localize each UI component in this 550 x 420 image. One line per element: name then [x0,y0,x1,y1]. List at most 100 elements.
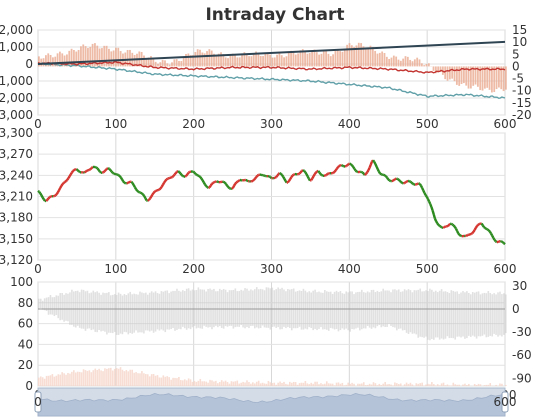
x-tick-label: 600 [494,262,517,276]
band-bar [368,292,371,328]
price-segment [493,239,497,243]
flow-bar [462,66,465,84]
volume-bar [269,382,272,386]
volume-bar [255,381,258,386]
price-segment [350,163,353,167]
volume-bar [156,375,159,386]
band-bar [392,289,394,328]
flow-bar [343,49,346,67]
flow-bar [299,50,302,67]
band-bar [43,298,46,311]
price-segment [144,197,148,201]
band-bar [111,294,114,334]
band-bar [364,292,367,329]
band-bar [53,297,56,317]
price-segment [106,167,109,170]
band-bar [59,293,62,321]
volume-bar [180,380,182,386]
data-zoom-slider[interactable]: 0 600 [34,387,516,417]
flow-bar [472,66,475,86]
volume-bar [456,384,458,386]
volume-bar [47,375,50,386]
left-y-tick-label: -2,000 [0,91,33,105]
flow-bar [96,45,99,67]
band-bar [168,293,170,330]
flow-bar [269,54,271,67]
volume-bar [464,383,466,386]
flow-bar [439,66,442,73]
price-segment [354,169,358,173]
price-segment [149,195,153,200]
band-bar [469,294,472,337]
volume-bar [74,372,77,386]
band-bar [84,291,87,331]
price-segment [119,176,124,180]
zoom-handle-right[interactable] [501,391,509,413]
left-y-tick-label: 0 [25,57,33,71]
price-segment [448,223,452,226]
band-bar [357,291,359,328]
price-segment [489,232,494,237]
band-bar [261,289,264,326]
flow-bar [397,59,400,67]
flow-bar [101,48,103,67]
price-segment [480,222,484,227]
flow-bar [203,53,206,67]
flow-bar [75,51,78,67]
volume-bar [41,377,44,386]
price-segment [102,170,106,174]
flow-bar [59,51,61,67]
volume-bar [353,383,355,386]
volume-bar [242,381,244,386]
volume-bar [290,382,293,386]
volume-bar [215,380,217,386]
volume-bar [415,383,418,386]
flow-bar [467,66,470,89]
price-segment [418,183,422,187]
flow-bar [161,59,164,67]
flow-bar [206,51,208,67]
volume-bar [209,379,211,386]
band-bar [503,293,505,335]
price-segment [227,186,231,190]
volume-bar [300,382,303,386]
price-segment [186,171,190,175]
price-segment [56,189,61,194]
price-segment [472,229,476,233]
flow-bar [45,55,47,67]
band-bar [499,291,501,336]
flow-bar [273,57,276,67]
price-segment [73,168,76,172]
price-segment [474,225,478,229]
price-segment [255,174,259,178]
flow-bar [91,43,94,67]
band-bar [178,290,180,329]
price-segment [409,180,413,184]
flow-bar [486,66,489,88]
band-bar [224,289,227,327]
flow-bar [446,66,449,81]
price-segment [223,180,226,184]
price-segment [111,171,115,175]
y-tick-label: 3,210 [0,190,33,204]
price-segment [412,182,415,186]
price-segment [54,193,58,197]
price-segment [209,183,213,187]
price-segment [419,184,424,189]
right-y-tick-label: 30 [512,279,527,293]
price-segment [131,182,135,186]
flow-bar [311,50,313,67]
price-segment [39,192,43,196]
flow-bar [476,66,479,87]
band-bar [312,290,314,331]
flow-bar [367,47,370,67]
price-segment [452,224,456,228]
band-bar [292,288,295,329]
band-bar [446,292,449,337]
flow-bar [257,53,260,67]
flow-bar [355,45,358,67]
volume-bar [90,372,93,386]
zoom-handle-left[interactable] [34,391,42,413]
volume-bar [236,380,239,386]
volume-bar [433,384,435,386]
